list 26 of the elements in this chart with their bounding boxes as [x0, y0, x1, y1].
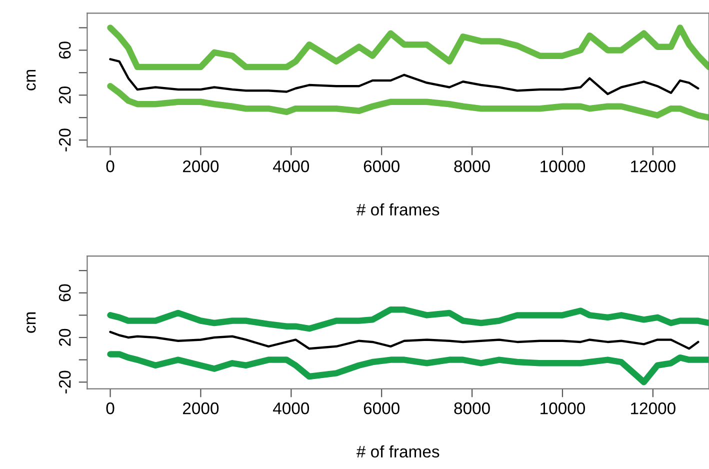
x-tick-label: 4000 — [273, 160, 310, 172]
y-axis-title: cm — [26, 70, 36, 90]
x-tick-label: 0 — [106, 160, 114, 172]
x-tick-label: 8000 — [454, 160, 490, 172]
x-tick-label: 6000 — [364, 402, 400, 414]
x-axis-title: # of frames — [356, 203, 440, 216]
x-tick-label: 4000 — [273, 402, 310, 414]
x-tick-label: 6000 — [364, 160, 400, 172]
x-tick-label: 0 — [106, 402, 114, 414]
line-series — [109, 58, 700, 96]
y-tick-label: -20 — [58, 370, 71, 394]
x-axis-title: # of frames — [356, 445, 440, 458]
y-axis-title: cm — [26, 312, 36, 333]
y-tick-label: 60 — [58, 284, 71, 302]
y-tick-label: 60 — [58, 42, 71, 59]
x-tick-label: 12000 — [631, 160, 676, 172]
x-tick-label: 2000 — [183, 160, 219, 172]
y-tick-label: 20 — [58, 328, 71, 346]
y-tick-label: -20 — [58, 128, 71, 152]
line-series — [109, 330, 700, 350]
x-tick-label: 2000 — [183, 402, 219, 414]
x-tick-label: 10000 — [540, 160, 586, 172]
x-tick-label: 10000 — [540, 402, 586, 414]
x-tick-label: 12000 — [631, 402, 676, 414]
y-tick-label: 20 — [58, 86, 71, 104]
x-tick-label: 8000 — [454, 402, 490, 414]
